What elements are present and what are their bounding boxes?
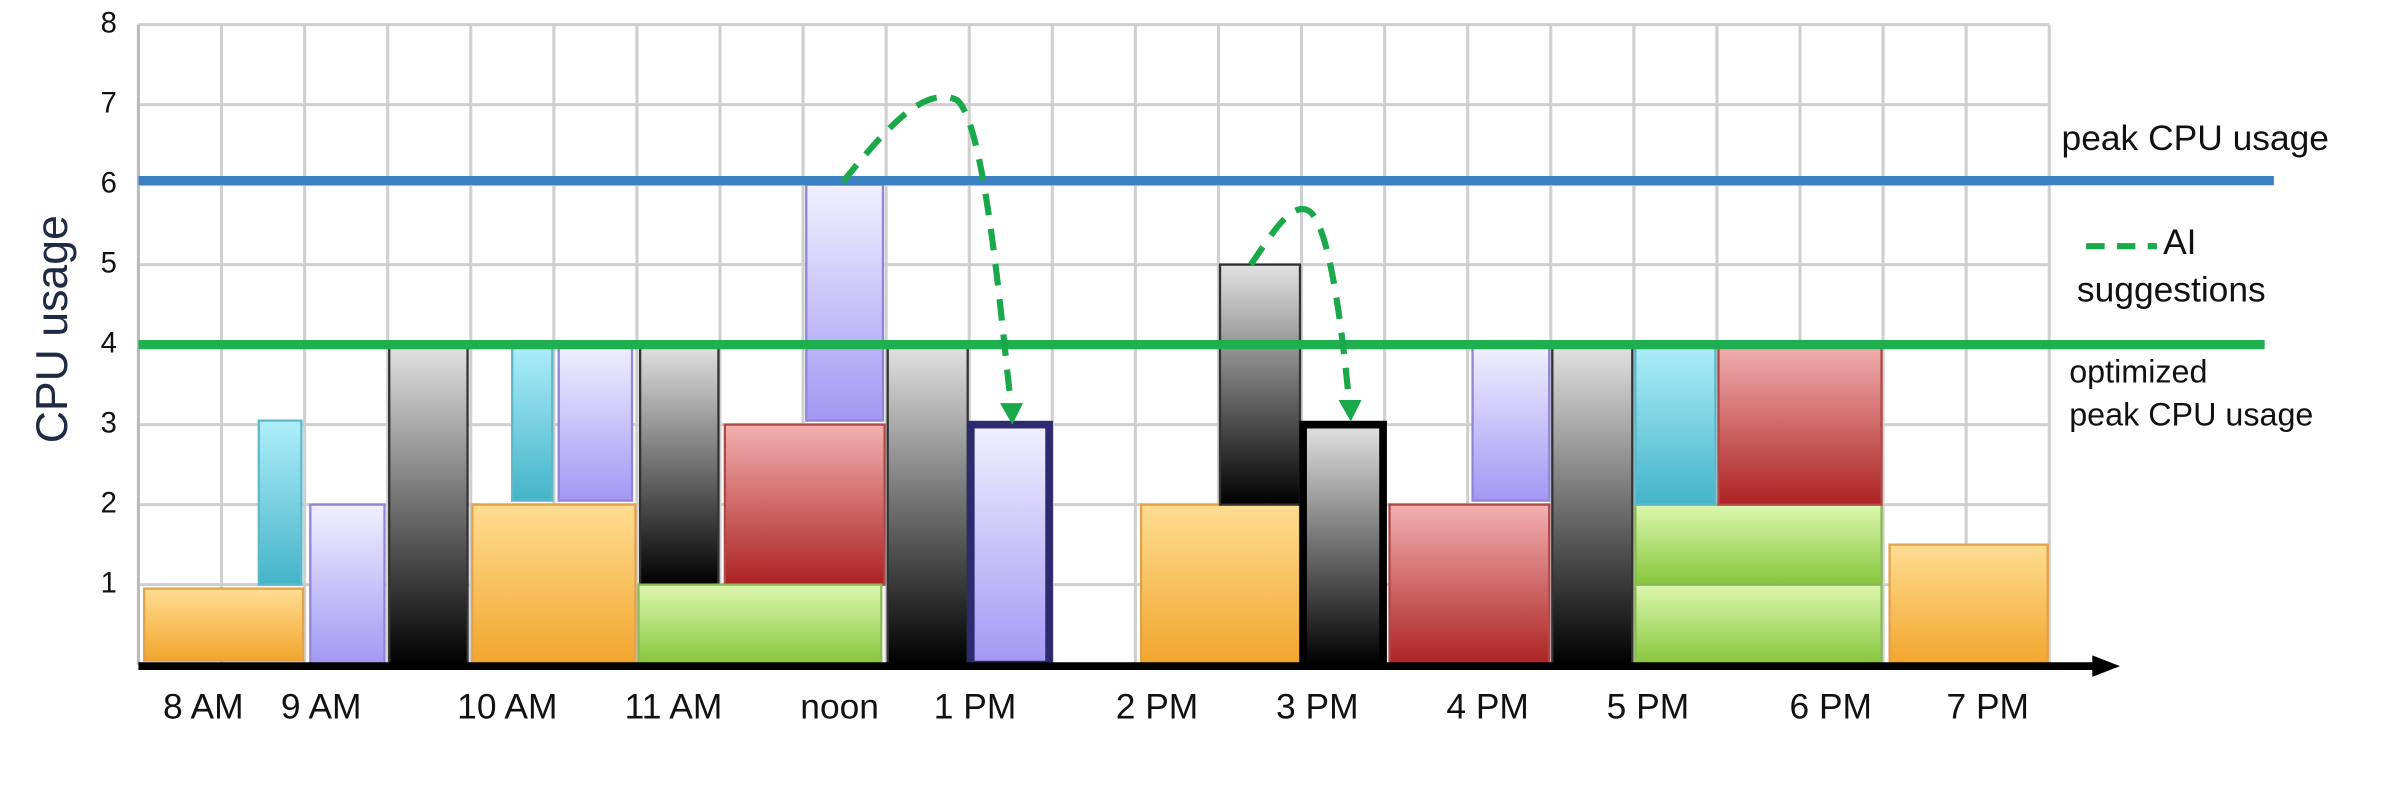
x-tick-label: 3 PM bbox=[1276, 688, 1359, 727]
task-block bbox=[557, 343, 634, 502]
task-block bbox=[1299, 420, 1387, 669]
task-block bbox=[805, 183, 885, 422]
x-tick-label: 10 AM bbox=[457, 688, 557, 727]
x-tick-label: 1 PM bbox=[934, 688, 1017, 727]
task-block bbox=[1388, 503, 1551, 666]
y-tick-label: 4 bbox=[101, 327, 117, 359]
y-tick-label: 5 bbox=[101, 247, 117, 279]
y-tick-label: 3 bbox=[101, 407, 117, 439]
x-tick-label: 9 AM bbox=[281, 688, 362, 727]
task-block bbox=[1888, 543, 2049, 666]
task-block bbox=[886, 343, 969, 666]
task-block bbox=[637, 583, 883, 666]
y-tick-label: 2 bbox=[101, 487, 117, 519]
x-tick-label: 8 AM bbox=[163, 688, 244, 727]
task-block bbox=[638, 343, 720, 586]
task-block bbox=[1471, 343, 1551, 502]
x-tick-label: 7 PM bbox=[1946, 688, 2029, 727]
x-tick-label: 6 PM bbox=[1789, 688, 1872, 727]
task-block bbox=[143, 587, 305, 662]
x-tick-label: noon bbox=[800, 688, 879, 727]
task-block bbox=[1139, 503, 1302, 666]
x-tick-label: 11 AM bbox=[625, 688, 723, 727]
y-tick-label: 6 bbox=[101, 167, 117, 199]
task-block bbox=[511, 343, 554, 502]
suggestion-arrow bbox=[1248, 206, 1353, 404]
task-block bbox=[257, 419, 303, 586]
task-block bbox=[723, 423, 886, 586]
y-tick-label: 8 bbox=[101, 7, 117, 39]
task-block bbox=[1551, 343, 1634, 666]
legend-label: AI bbox=[2163, 223, 2196, 262]
x-tick-label: 5 PM bbox=[1607, 688, 1690, 727]
x-tick-label: 2 PM bbox=[1116, 688, 1199, 727]
y-tick-label: 1 bbox=[101, 567, 117, 599]
reference-label: peak CPU usage bbox=[2069, 396, 2313, 432]
arrow-head bbox=[1338, 400, 1362, 422]
reference-label: peak CPU usage bbox=[2062, 119, 2329, 158]
task-block bbox=[1717, 343, 1883, 506]
y-tick-label: 7 bbox=[101, 87, 117, 119]
arrow-head bbox=[1000, 403, 1024, 425]
task-block bbox=[1634, 583, 1883, 666]
legend-label: suggestions bbox=[2077, 271, 2266, 310]
arrow-heads bbox=[1000, 400, 1362, 425]
suggestion-arrow bbox=[840, 93, 1014, 404]
ai-suggestion-arrows bbox=[840, 93, 1353, 404]
task-block bbox=[1634, 343, 1717, 506]
task-block bbox=[309, 503, 386, 666]
x-axis-arrow bbox=[2092, 655, 2120, 677]
task-block bbox=[1218, 263, 1302, 506]
y-axis-label: CPU usage bbox=[28, 215, 77, 443]
task-block bbox=[1634, 503, 1883, 586]
task-block bbox=[471, 503, 637, 666]
task-block bbox=[388, 343, 469, 666]
reference-label: optimized bbox=[2069, 353, 2207, 389]
x-tick-label: 4 PM bbox=[1446, 688, 1529, 727]
task-block bbox=[966, 420, 1053, 669]
